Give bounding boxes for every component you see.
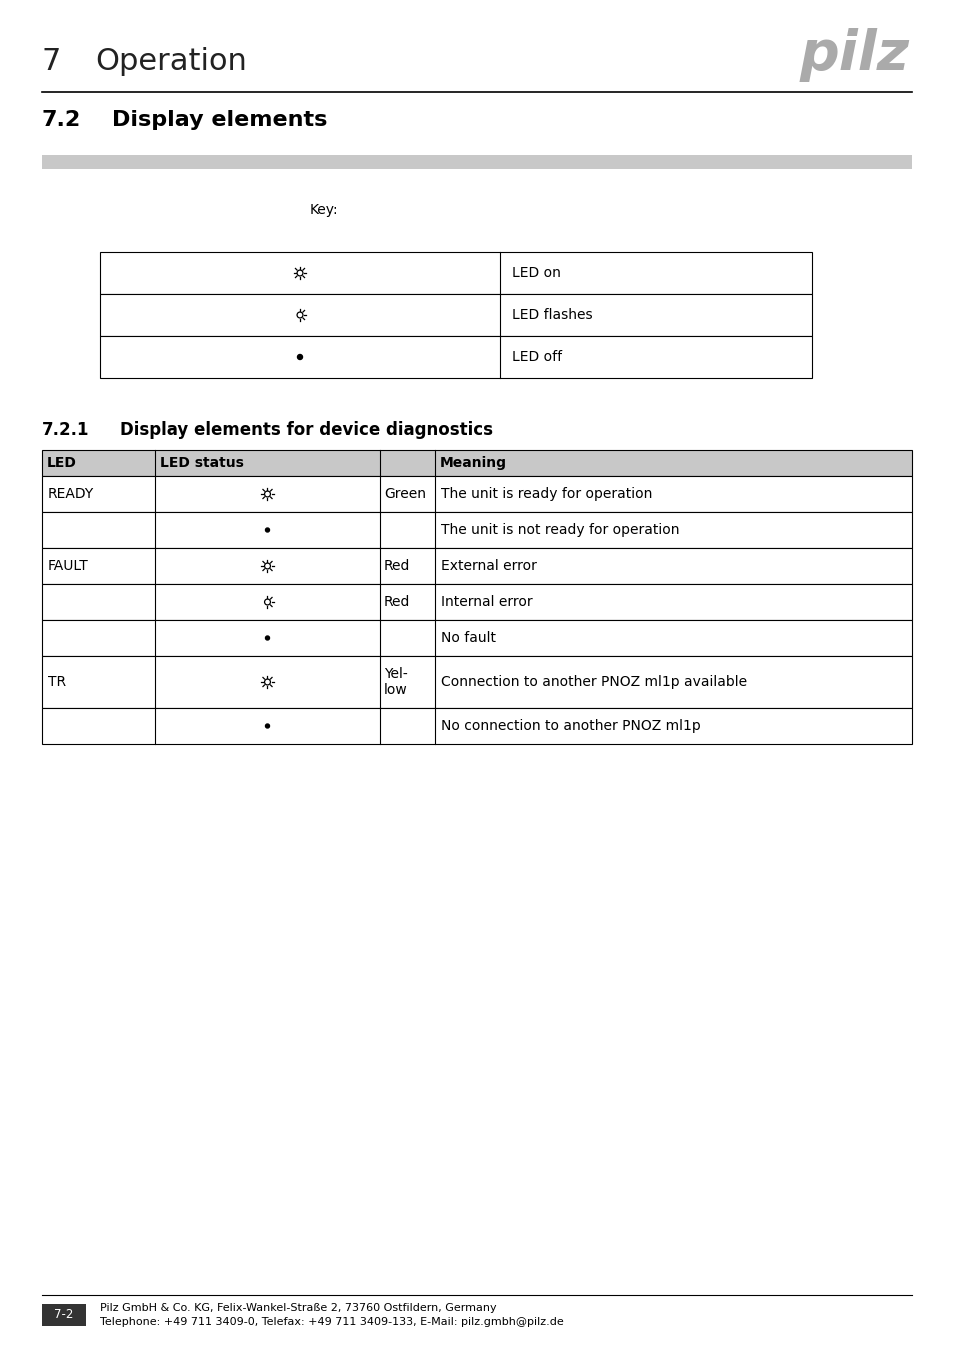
Text: Pilz GmbH & Co. KG, Felix-Wankel-Straße 2, 73760 Ostfildern, Germany: Pilz GmbH & Co. KG, Felix-Wankel-Straße … [100,1303,497,1314]
Text: Telephone: +49 711 3409-0, Telefax: +49 711 3409-133, E-Mail: pilz.gmbh@pilz.de: Telephone: +49 711 3409-0, Telefax: +49 … [100,1318,563,1327]
Bar [42,548,911,585]
Text: LED on: LED on [512,266,560,279]
Text: 7-2: 7-2 [54,1308,73,1322]
Circle shape [265,724,269,728]
Bar [42,450,911,477]
Text: Red: Red [384,559,410,572]
Text: Display elements: Display elements [112,109,327,130]
Text: The unit is ready for operation: The unit is ready for operation [440,487,652,501]
Text: Internal error: Internal error [440,595,532,609]
Text: The unit is not ready for operation: The unit is not ready for operation [440,522,679,537]
Text: pilz: pilz [800,28,909,82]
Text: Operation: Operation [95,47,247,77]
Bar [100,252,811,294]
Text: Connection to another PNOZ ml1p available: Connection to another PNOZ ml1p availabl… [440,675,746,688]
Bar [42,707,911,744]
Text: Yel-
low: Yel- low [384,667,407,697]
Text: Red: Red [384,595,410,609]
Text: No fault: No fault [440,630,496,645]
Text: Meaning: Meaning [439,456,506,470]
Circle shape [265,528,269,532]
Bar [42,512,911,548]
Bar [100,294,811,336]
Text: LED off: LED off [512,350,561,365]
Bar [42,585,911,620]
Bar [42,656,911,707]
Text: LED: LED [47,456,77,470]
Text: FAULT: FAULT [48,559,89,572]
Text: READY: READY [48,487,94,501]
Text: LED flashes: LED flashes [512,308,592,323]
Circle shape [297,355,302,359]
Text: Green: Green [384,487,426,501]
Text: 7.2: 7.2 [42,109,81,130]
Text: No connection to another PNOZ ml1p: No connection to another PNOZ ml1p [440,720,700,733]
Text: External error: External error [440,559,537,572]
Text: Key:: Key: [310,202,338,217]
Bar [42,155,911,169]
Bar [42,1304,86,1326]
Text: Display elements for device diagnostics: Display elements for device diagnostics [120,421,493,439]
Bar [42,477,911,512]
Text: TR: TR [48,675,66,688]
Text: 7: 7 [42,47,61,77]
Bar [100,336,811,378]
Circle shape [265,636,269,640]
Text: LED status: LED status [160,456,244,470]
Bar [42,620,911,656]
Text: 7.2.1: 7.2.1 [42,421,90,439]
